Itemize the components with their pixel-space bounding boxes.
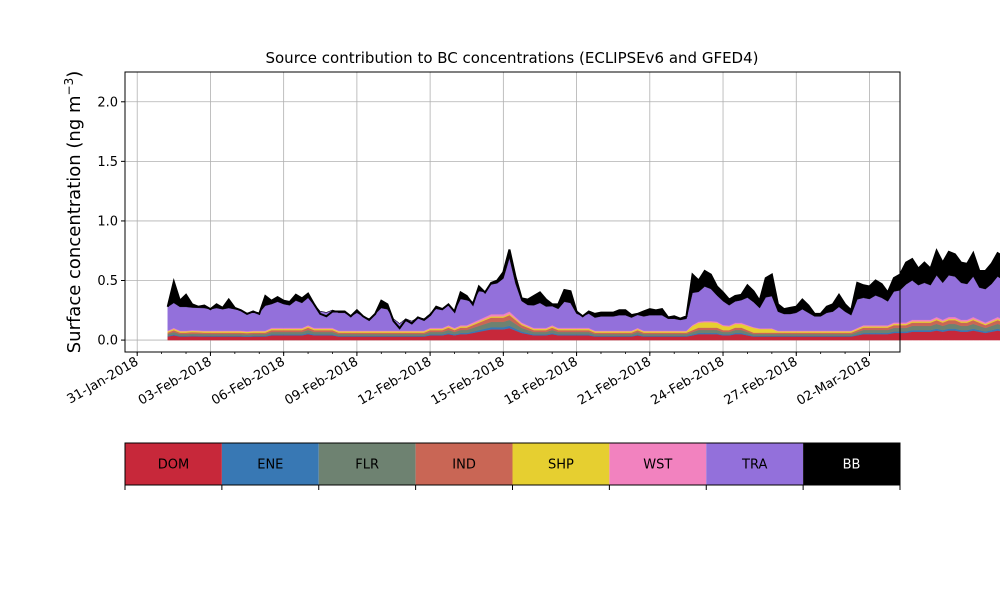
legend-label-flr: FLR	[355, 458, 379, 473]
legend-swatch-flr	[318, 443, 416, 485]
x-tick-label: 27-Feb-2018	[722, 354, 801, 408]
legend-label-ene: ENE	[257, 458, 283, 473]
y-tick-label: 2.0	[97, 95, 118, 110]
y-axis-label: Surface concentration (ng m−3)	[62, 71, 85, 354]
axes: 0.0 0.5 1.0 1.5 2.0 31-Jan-201803-Feb-201806-…	[65, 71, 901, 409]
legend-label-bb: BB	[843, 458, 861, 473]
legend-label-ind: IND	[452, 458, 476, 473]
y-tick-label: 0.5	[97, 274, 118, 289]
legend-label-shp: SHP	[548, 458, 574, 473]
legend-label-wst: WST	[643, 458, 672, 473]
x-tick-label: 09-Feb-2018	[282, 354, 361, 408]
x-tick-label: 06-Feb-2018	[209, 354, 288, 408]
chart-title: Source contribution to BC concentrations…	[265, 49, 758, 67]
y-axis-label-end: )	[64, 71, 85, 78]
x-tick-label: 02-Mar-2018	[794, 354, 873, 408]
x-tick-label: 15-Feb-2018	[429, 354, 508, 408]
legend-label-tra: TRA	[741, 458, 767, 473]
stacked-areas	[166, 248, 1000, 341]
x-tick-label: 03-Feb-2018	[136, 354, 215, 408]
legend-swatch-dom	[125, 443, 222, 485]
x-tick-label: 31-Jan-2018	[65, 354, 142, 407]
total-line	[166, 248, 1000, 330]
y-tick-label: 1.0	[97, 214, 118, 229]
y-tick-label: 0.0	[97, 334, 118, 349]
legend-swatch-ene	[221, 443, 319, 485]
legend-swatch-wst	[609, 443, 707, 485]
legend-colorbar: DOM ENE FLR IND SHP WST TRA BB	[124, 442, 901, 490]
y-tick-label: 1.5	[97, 155, 118, 170]
legend-swatch-bb	[803, 443, 900, 485]
area-tra	[167, 257, 1000, 332]
x-tick-label: 18-Feb-2018	[502, 354, 581, 408]
y-axis-label-main: Surface concentration (ng m	[64, 95, 85, 353]
x-tick-label: 24-Feb-2018	[648, 354, 727, 408]
x-tick-label: 12-Feb-2018	[356, 354, 435, 408]
legend-swatch-shp	[512, 443, 610, 485]
legend-swatch-tra	[706, 443, 804, 485]
area-bb	[167, 249, 1000, 324]
y-axis-label-exponent: −3	[62, 78, 76, 96]
legend-swatch-ind	[415, 443, 513, 485]
plot-frame	[124, 71, 901, 353]
x-tick-label: 21-Feb-2018	[575, 354, 654, 408]
legend-label-dom: DOM	[158, 458, 189, 473]
